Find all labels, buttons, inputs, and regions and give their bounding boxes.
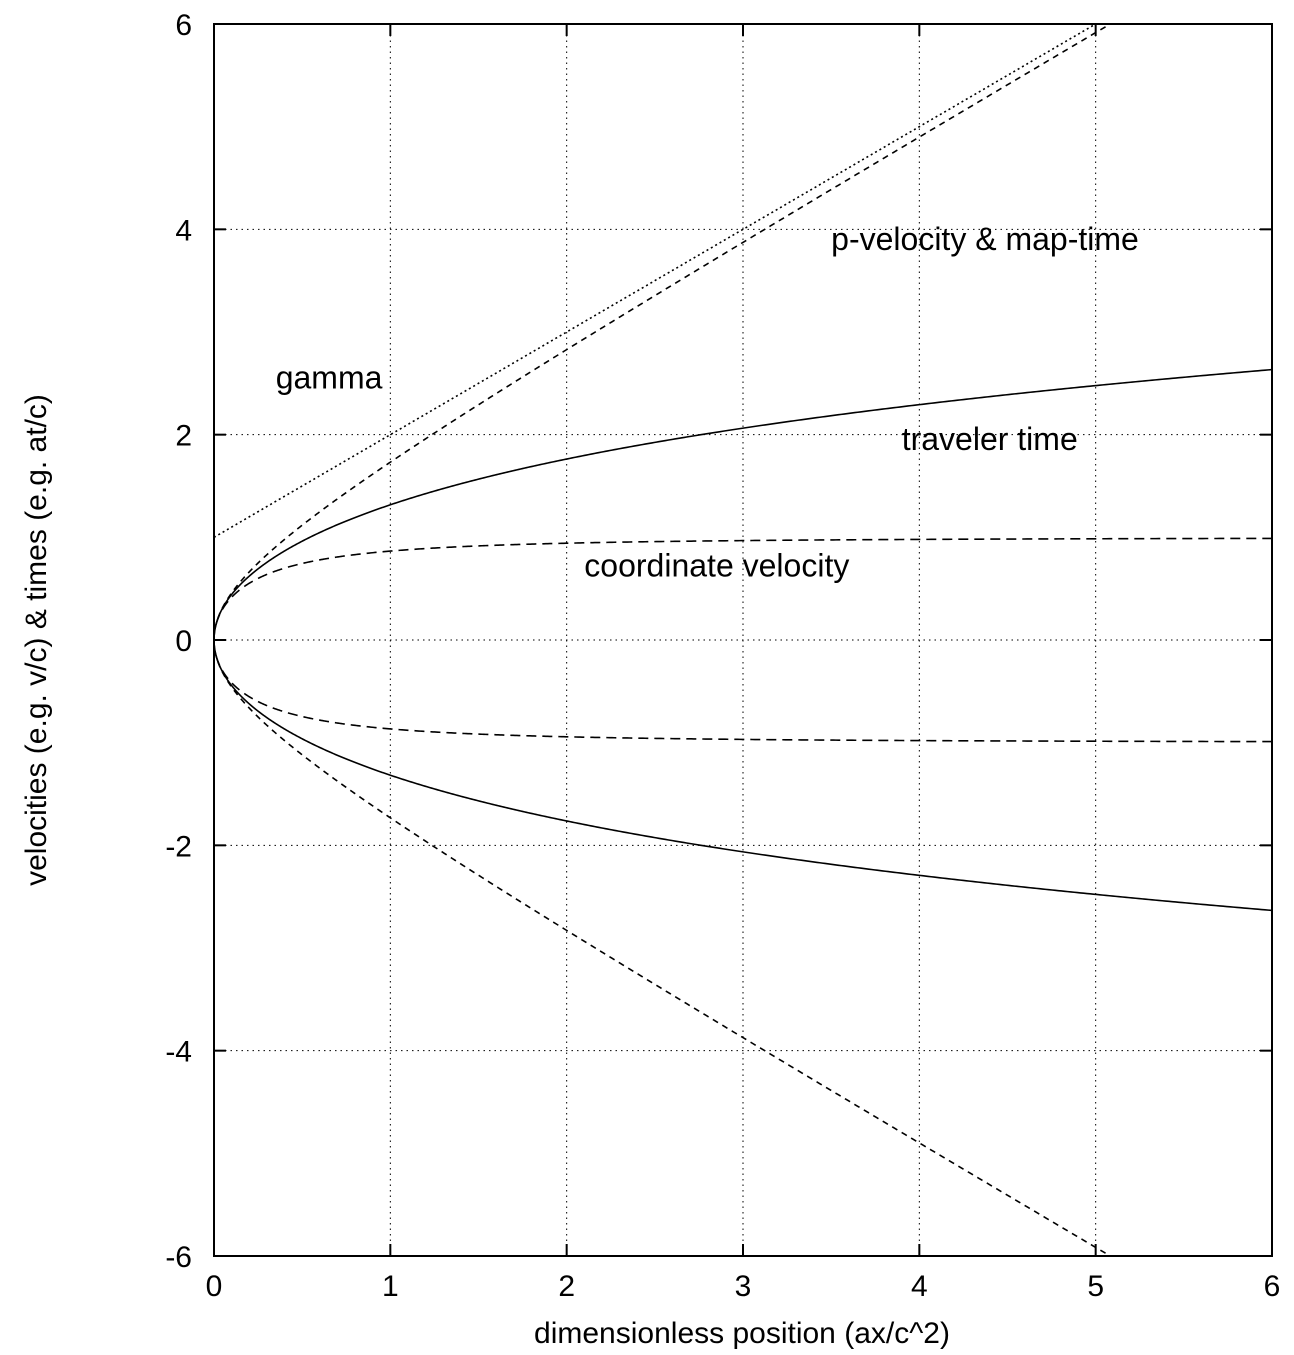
x-tick-label: 6 <box>1264 1270 1281 1303</box>
grid <box>214 24 1272 1256</box>
series-line-p-velocity-neg <box>213 640 1110 1257</box>
y-tick-label: -2 <box>165 830 192 863</box>
series-line-gamma <box>213 24 1094 539</box>
y-tick-label: 0 <box>175 625 192 658</box>
series-line-p-velocity-pos <box>213 23 1110 640</box>
x-axis-label: dimensionless position (ax/c^2) <box>534 1317 950 1350</box>
x-tick-label: 2 <box>558 1270 575 1303</box>
y-tick-label: -4 <box>165 1036 192 1069</box>
series-line-traveler-time-neg <box>213 640 1273 912</box>
annotation-label: gamma <box>276 359 383 395</box>
x-tick-label: 1 <box>382 1270 399 1303</box>
y-tick-label: 4 <box>175 214 192 247</box>
annotations: gamma p-velocity & map-time traveler time c… <box>276 221 1139 583</box>
x-tick-label: 5 <box>1087 1270 1104 1303</box>
annotation-label: traveler time <box>902 421 1078 457</box>
ticks: 0 1 2 3 4 5 6 -6 -4 -2 0 2 4 6 <box>165 9 1280 1303</box>
x-tick-label: 3 <box>735 1270 752 1303</box>
annotation-label: p-velocity & map-time <box>831 221 1139 257</box>
y-tick-label: 2 <box>175 420 192 453</box>
y-axis-label: velocities (e.g. v/c) & times (e.g. at/c… <box>20 394 53 886</box>
x-tick-label: 4 <box>911 1270 928 1303</box>
y-tick-label: -6 <box>165 1241 192 1274</box>
series-group <box>213 23 1273 1257</box>
series-line-coordinate-velocity-neg <box>213 640 1272 743</box>
x-tick-label: 0 <box>206 1270 223 1303</box>
annotation-label: coordinate velocity <box>584 547 849 583</box>
series-line-coordinate-velocity-pos <box>213 537 1272 640</box>
y-tick-label: 6 <box>175 9 192 42</box>
series-line-traveler-time-pos <box>213 368 1273 640</box>
